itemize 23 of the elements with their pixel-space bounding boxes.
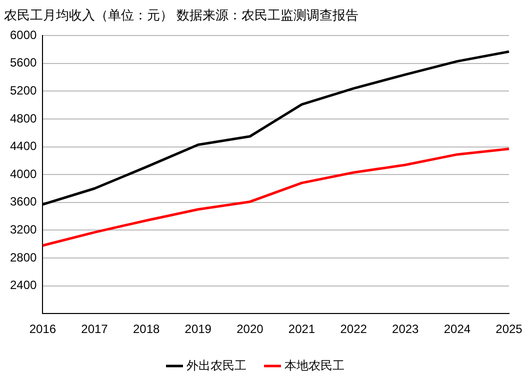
x-tick-label: 2023 — [392, 322, 420, 336]
chart-title: 农民工月均收入（单位：元） 数据来源：农民工监测调查报告 — [4, 7, 359, 22]
y-tick-label: 2800 — [10, 250, 38, 264]
y-tick-label: 5200 — [10, 84, 38, 98]
x-tick-label: 2024 — [444, 322, 471, 336]
y-tick-label: 4000 — [10, 166, 38, 181]
y-tick-label: 3200 — [10, 222, 38, 237]
y-tick-label: 5600 — [10, 56, 38, 70]
y-tick-label: 4800 — [10, 111, 38, 126]
x-tick-label: 2021 — [288, 322, 316, 336]
x-tick-label: 2022 — [340, 322, 368, 336]
x-tick-label: 2025 — [496, 322, 523, 336]
y-tick-label: 4400 — [10, 139, 38, 154]
x-tick-label: 2020 — [236, 322, 264, 336]
legend-label: 外出农民工 — [186, 358, 246, 372]
y-tick-label: 6000 — [10, 28, 38, 42]
x-tick-label: 2019 — [184, 322, 212, 336]
y-tick-label: 3600 — [10, 194, 38, 209]
x-tick-label: 2016 — [29, 322, 56, 336]
legend-label: 本地农民工 — [284, 358, 344, 372]
y-tick-label: 2400 — [10, 278, 38, 292]
x-tick-label: 2018 — [132, 322, 160, 336]
x-tick-label: 2017 — [81, 322, 108, 336]
